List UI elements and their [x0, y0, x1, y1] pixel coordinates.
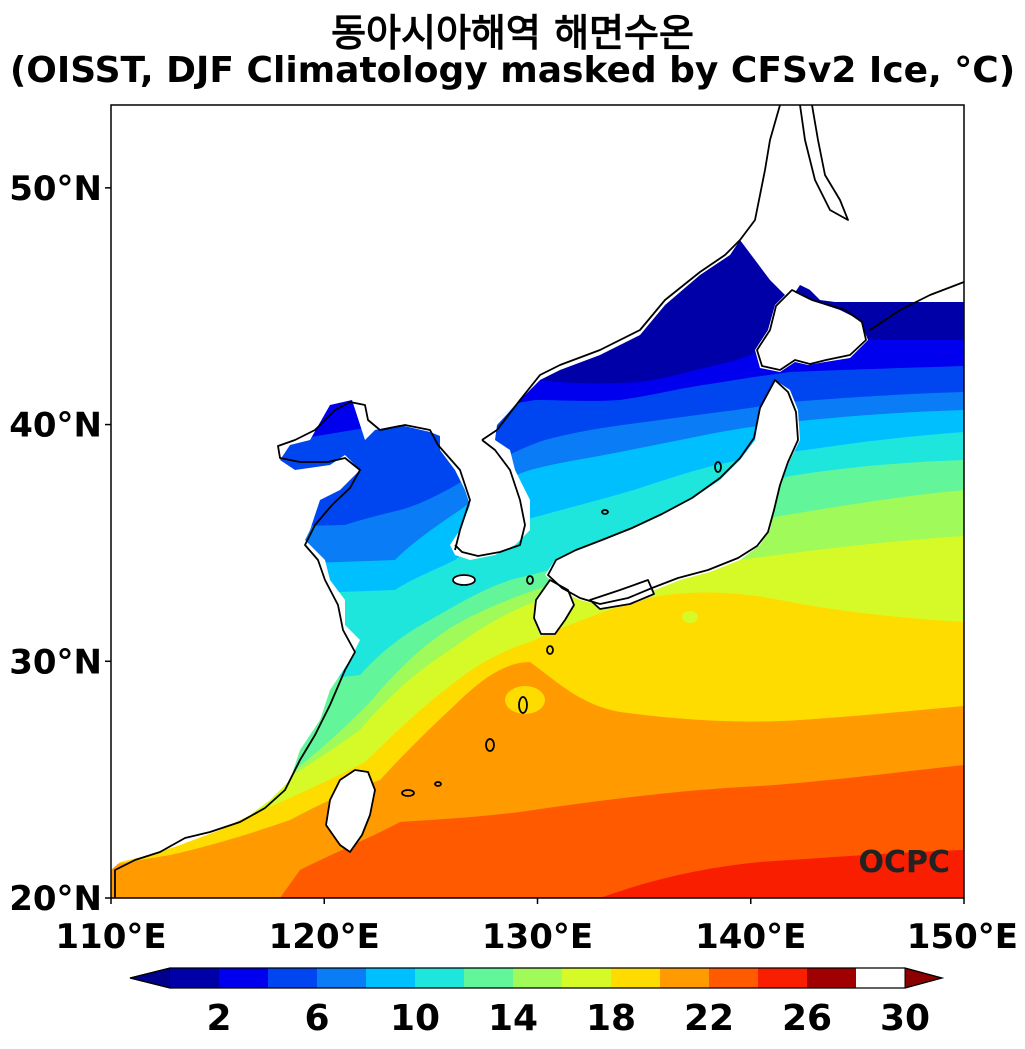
land-korea — [440, 380, 540, 560]
colorbar: 2 6 10 14 18 22 26 30 — [129, 967, 945, 1039]
colorbar-tick-label: 6 — [304, 998, 329, 1039]
colorbar-segment — [317, 968, 366, 988]
coastline-island-2 — [401, 789, 415, 797]
colorbar-tick-label: 26 — [782, 998, 832, 1039]
y-tick-label: 50°N — [9, 169, 102, 209]
coastline-hokkaido — [756, 289, 867, 371]
colorbar-segment — [562, 968, 611, 988]
colorbar-segment — [807, 968, 856, 988]
colorbar-extend-low — [129, 967, 171, 989]
colorbar-segment — [219, 968, 268, 988]
colorbar-segment — [366, 968, 415, 988]
colorbar-frame — [129, 967, 945, 989]
colorbar-tick-label: 10 — [390, 998, 440, 1039]
colorbar-segment — [758, 968, 807, 988]
coastline-korea — [481, 105, 781, 441]
land-honshu — [545, 380, 800, 605]
land-jeju — [452, 574, 476, 586]
x-axis-ticks: 110°E 120°E 130°E 140°E 150°E — [55, 898, 1018, 957]
land-and-ice-mask — [111, 105, 964, 870]
x-tick-label: 120°E — [269, 917, 380, 957]
colorbar-segment — [709, 968, 758, 988]
sst-patch-warm-okinawa — [505, 686, 545, 714]
colorbar-segment — [660, 968, 709, 988]
x-tick-label: 140°E — [695, 917, 806, 957]
coastline-sakhalin — [799, 105, 849, 221]
coastline-island-1 — [485, 738, 495, 752]
sst-patch-yellow-east — [682, 611, 698, 623]
coastline-shikoku — [589, 579, 655, 610]
y-tick-label: 30°N — [9, 642, 102, 682]
colorbar-segment — [170, 968, 219, 988]
colorbar-tick-label: 30 — [880, 998, 930, 1039]
land-hokkaido — [755, 290, 868, 372]
coastline-island-okinawa — [518, 696, 528, 714]
coastline-kuril — [869, 281, 964, 331]
land-kyushu — [533, 580, 575, 635]
y-tick-label: 40°N — [9, 406, 102, 446]
coastline-mainland — [114, 401, 471, 898]
colorbar-segment — [513, 968, 562, 988]
coastline-island-5 — [526, 575, 534, 585]
coastline-island-7 — [714, 461, 722, 473]
map-title: 동아시아해역 해면수온 — [331, 11, 694, 55]
colorbar-tick-label: 18 — [586, 998, 636, 1039]
x-tick-label: 130°E — [482, 917, 593, 957]
colorbar-tick-label: 2 — [206, 998, 231, 1039]
land-north-mask — [111, 105, 964, 870]
colorbar-tick-label: 14 — [488, 998, 538, 1039]
coastline-island-3 — [434, 781, 442, 787]
coastline-kyushu — [533, 579, 575, 635]
coastline-honshu — [547, 379, 799, 605]
coastline-island-6 — [601, 509, 609, 515]
y-axis-ticks: 20°N 30°N 40°N 50°N — [9, 169, 111, 919]
map-subtitle: (OISST, DJF Climatology masked by CFSv2 … — [9, 50, 1016, 91]
x-tick-label: 150°E — [907, 917, 1018, 957]
ocpc-credit: OCPC — [858, 845, 950, 880]
colorbar-extend-high — [904, 967, 944, 989]
coastline-korea-west — [454, 439, 526, 557]
y-tick-label: 20°N — [9, 879, 102, 919]
colorbar-segment — [415, 968, 464, 988]
coastlines — [114, 105, 964, 898]
colorbar-tick-label: 22 — [684, 998, 734, 1039]
colorbar-segment — [611, 968, 660, 988]
coastline-island-4 — [546, 645, 554, 655]
coastline-taiwan — [325, 769, 376, 853]
ice-mask-okhotsk — [805, 285, 835, 302]
coastline-jeju — [452, 574, 476, 586]
colorbar-segment — [464, 968, 513, 988]
colorbar-segment — [268, 968, 317, 988]
x-tick-label: 110°E — [55, 917, 166, 957]
map-area: OCPC — [111, 105, 964, 898]
